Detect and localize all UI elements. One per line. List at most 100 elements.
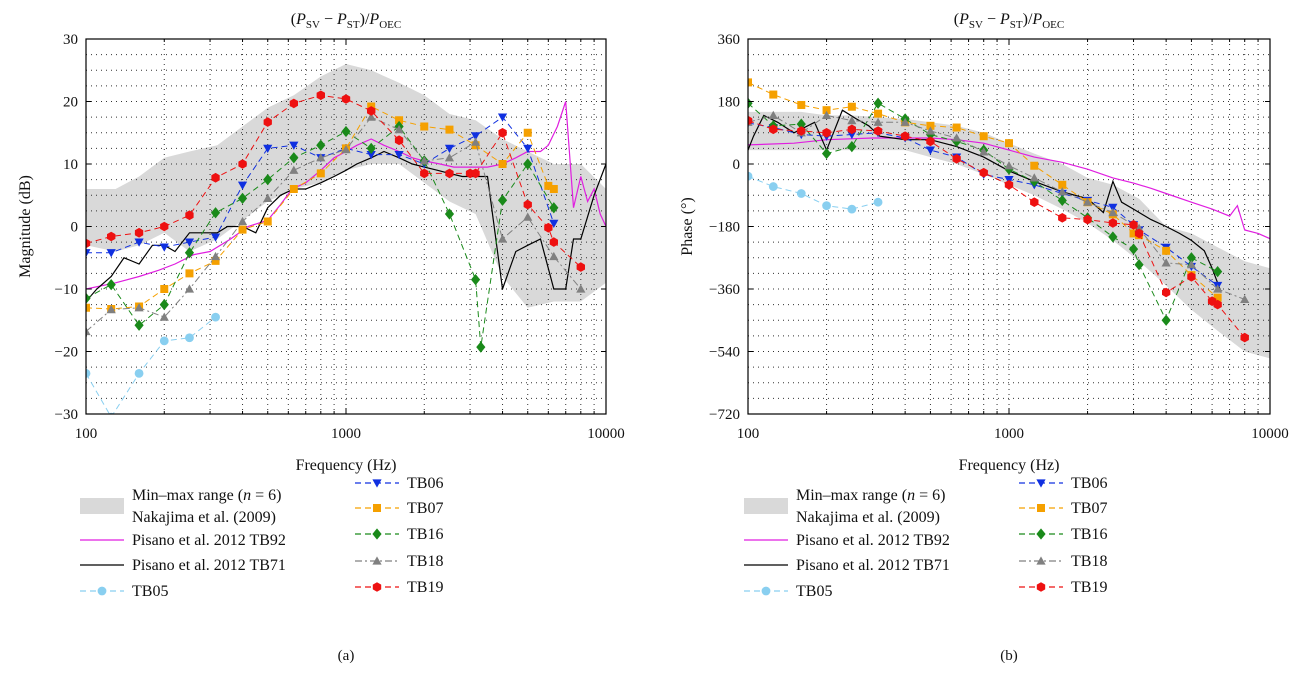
data-point (1186, 252, 1197, 264)
data-point (901, 131, 910, 141)
data-point (237, 192, 248, 204)
y-tick-label: 20 (63, 95, 78, 111)
title-part: P (958, 11, 969, 28)
data-point (821, 147, 832, 160)
series-tb16 (86, 120, 559, 353)
data-point (1187, 272, 1196, 282)
legend-item-pisano-et-al-2012-tb71: Pisano et al. 2012 TB71 (80, 557, 286, 574)
data-point (394, 151, 404, 160)
data-point (160, 285, 169, 293)
data-point (1161, 258, 1171, 267)
legend-item-pisano-et-al-2012-tb92: Pisano et al. 2012 TB92 (80, 532, 286, 549)
legend-label: Nakajima et al. (2009) (132, 509, 276, 526)
data-point (211, 172, 220, 183)
x-tick-label: 10000 (1251, 426, 1289, 442)
data-point (159, 243, 169, 252)
y-tick-label: 0 (733, 157, 741, 173)
data-point (210, 207, 221, 219)
data-point (395, 116, 404, 125)
legend-marker (1036, 479, 1046, 488)
title-part: P (336, 11, 347, 28)
data-point (952, 123, 961, 132)
data-point (184, 247, 195, 259)
data-point (366, 142, 376, 154)
data-point (263, 144, 273, 153)
legend-label: TB06 (1071, 475, 1107, 492)
series-line (748, 109, 1222, 293)
data-point (106, 279, 116, 291)
legend-label: TB07 (407, 500, 443, 517)
y-tick-label: −30 (55, 407, 78, 423)
data-point (874, 109, 883, 118)
legend-swatch (80, 498, 124, 514)
data-point (86, 368, 91, 378)
data-point (847, 102, 856, 111)
series-line (86, 105, 555, 310)
legend-label: Pisano et al. 2012 TB71 (796, 557, 950, 574)
data-point (549, 219, 559, 228)
data-point (1029, 173, 1039, 182)
data-point (822, 128, 831, 138)
legend-label: Pisano et al. 2012 TB92 (132, 532, 286, 549)
legend-label-part: n (243, 487, 251, 504)
title-part: P (999, 11, 1010, 28)
x-axis-label: Frequency (Hz) (959, 457, 1060, 474)
legend-marker (372, 556, 382, 565)
legend-marker (97, 586, 107, 596)
legend-item-pisano-et-al-2012-tb71: Pisano et al. 2012 TB71 (744, 557, 950, 574)
data-point (549, 185, 558, 193)
y-tick-label: −360 (709, 282, 740, 298)
data-point (748, 97, 753, 109)
data-point (366, 112, 376, 121)
data-point (211, 256, 220, 265)
data-point (1240, 294, 1250, 304)
data-point (847, 141, 857, 153)
data-point (523, 212, 533, 221)
y-axis-label: Phase (°) (679, 197, 696, 255)
data-point (159, 336, 169, 346)
panel-label: (b) (1000, 648, 1018, 664)
x-tick-label: 100 (75, 426, 98, 442)
data-point (134, 368, 144, 378)
data-point (952, 154, 961, 164)
data-point (1213, 293, 1222, 302)
x-axis-label: Frequency (Hz) (296, 457, 397, 474)
data-point (419, 156, 429, 165)
data-point (263, 193, 273, 202)
data-point (341, 145, 351, 154)
data-point (86, 249, 91, 258)
data-point (366, 151, 376, 160)
data-point (576, 284, 586, 293)
legend-label: TB06 (407, 475, 443, 492)
data-point (1004, 161, 1014, 170)
data-point (1082, 197, 1093, 206)
data-point (1186, 260, 1197, 269)
data-point (523, 158, 533, 170)
data-point (549, 237, 558, 247)
data-point (289, 185, 298, 193)
data-point (847, 130, 857, 140)
data-point (106, 305, 116, 314)
series-line (86, 150, 606, 302)
data-point (544, 181, 553, 190)
title-part: OEC (379, 19, 401, 31)
data-point (86, 303, 90, 312)
legend-label-part: Min–max range ( (132, 487, 243, 504)
data-point (1128, 243, 1139, 255)
series-tb05 (748, 171, 883, 214)
title-part: SV (969, 19, 983, 31)
data-point (445, 125, 454, 134)
data-point (289, 141, 299, 150)
data-point (316, 90, 325, 100)
data-point (748, 115, 753, 126)
data-point (263, 217, 272, 226)
data-point (185, 269, 194, 278)
data-point (768, 110, 778, 119)
panel-b: −720 −540 −360 −180 0 180 360 100 1000 10000 Frequ… (679, 32, 1289, 664)
data-point (1213, 266, 1223, 278)
title-part: P (368, 11, 379, 28)
data-point (289, 152, 299, 164)
title-part: − (983, 11, 1000, 28)
series-line (748, 120, 1246, 338)
legend: Min–max range (n = 6) Nakajima et al. (20… (80, 475, 443, 600)
